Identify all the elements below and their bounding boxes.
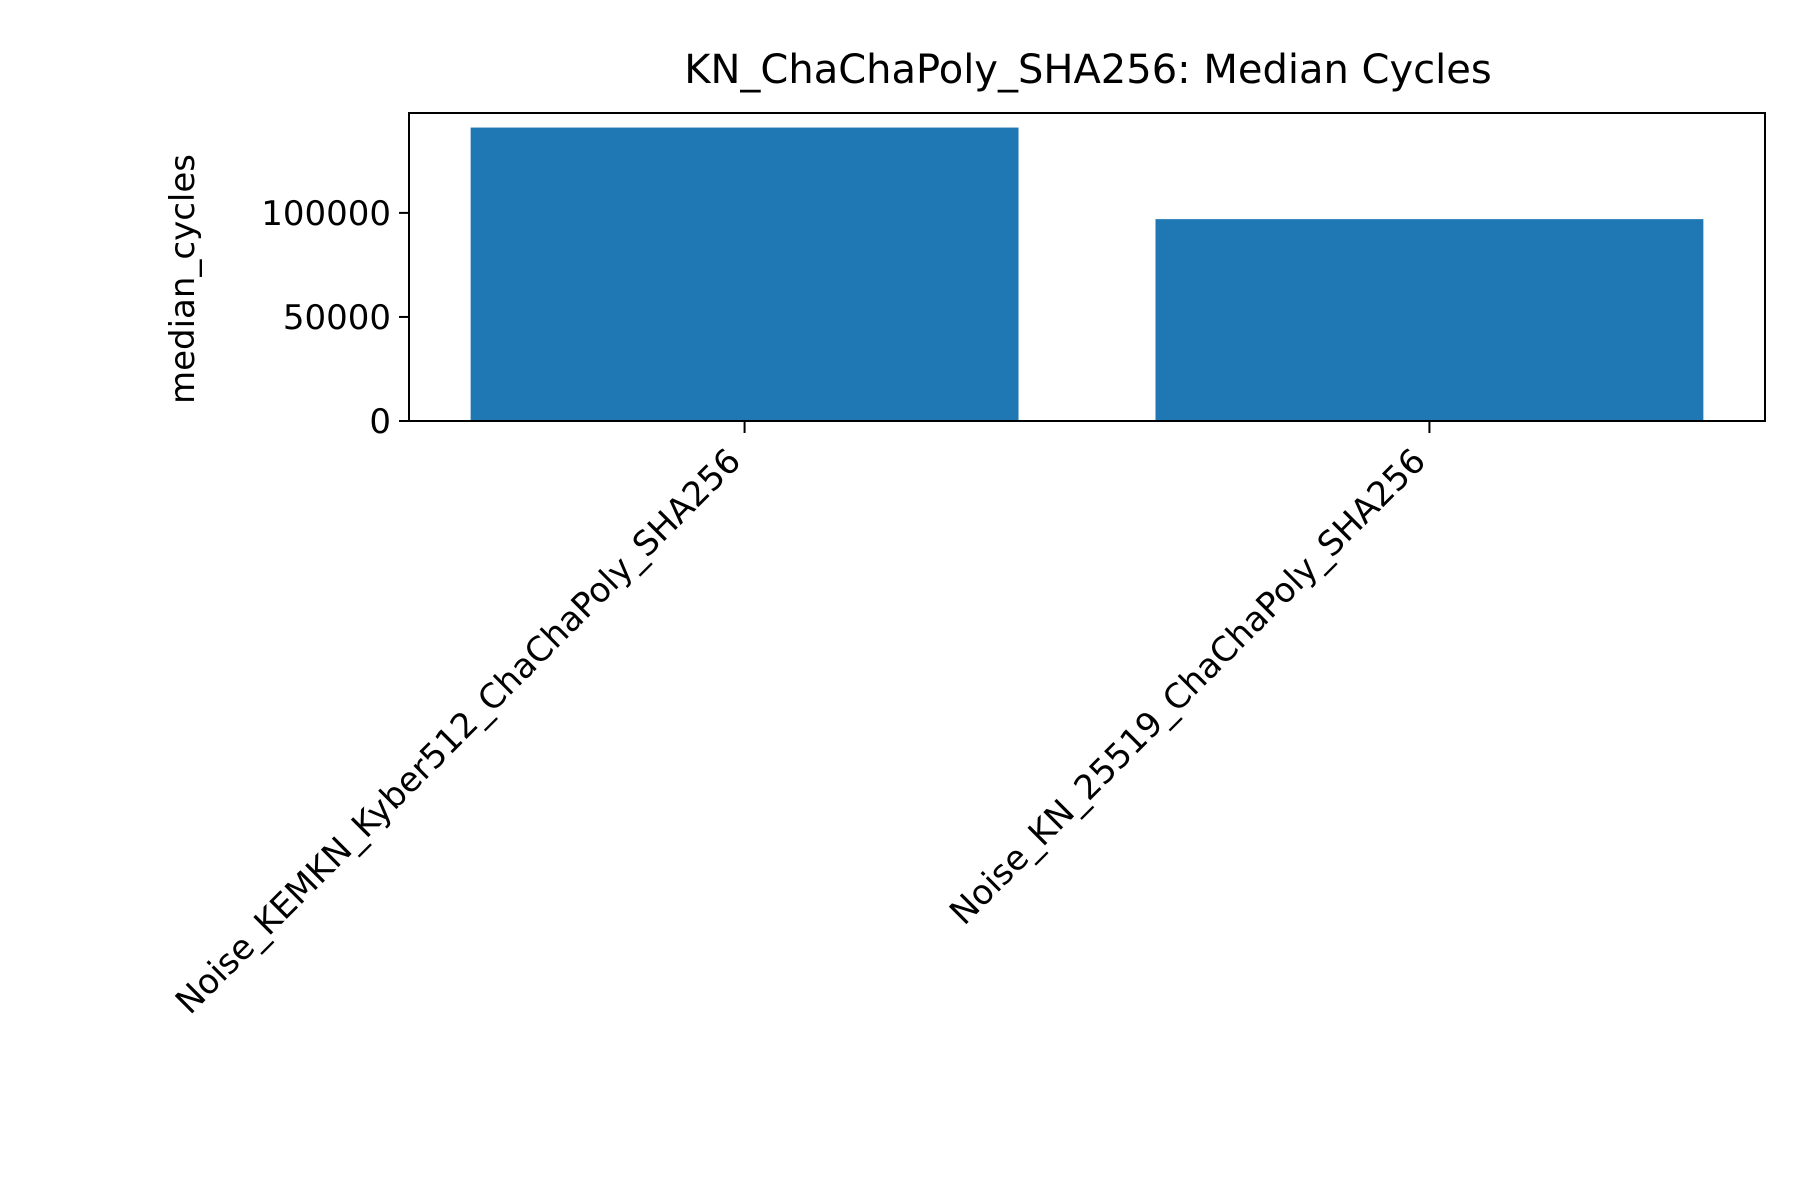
y-tick-label: 50000 xyxy=(283,298,391,338)
chart-title: KN_ChaChaPoly_SHA256: Median Cycles xyxy=(684,47,1491,93)
bar-0 xyxy=(470,127,1019,421)
y-tick-label: 100000 xyxy=(261,194,391,234)
y-tick-label: 0 xyxy=(369,402,391,442)
y-axis-ticks: 0 50000 100000 xyxy=(261,194,409,442)
bar-1 xyxy=(1155,219,1704,421)
plot-area-frame xyxy=(408,112,1766,422)
y-axis-label: median_cycles xyxy=(163,154,203,404)
bars-layer xyxy=(470,127,1704,421)
